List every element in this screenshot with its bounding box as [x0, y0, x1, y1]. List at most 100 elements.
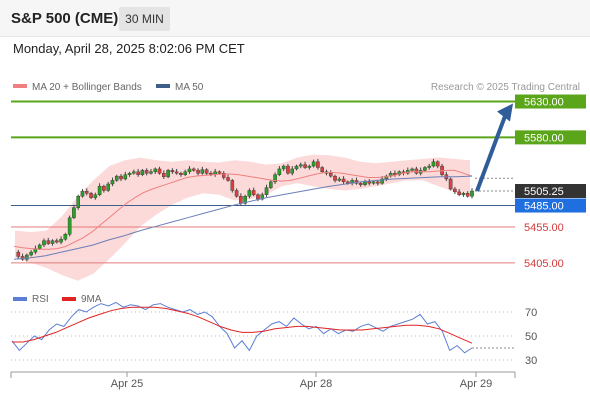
header-bar: S&P 500 (CME) 30 MIN [0, 0, 590, 37]
candle-body [465, 193, 470, 197]
candle-body [294, 165, 299, 170]
level-label-5630.00: 5630.00 [524, 97, 564, 109]
candle-body [453, 188, 457, 193]
candle-body [110, 180, 115, 185]
level-tag-5580.00 [515, 130, 586, 145]
candle-body [269, 181, 273, 188]
candle-body [410, 168, 414, 171]
candle-body [72, 207, 76, 218]
candle-body [239, 195, 243, 204]
candle-body [46, 240, 51, 244]
rsi-line [11, 301, 473, 354]
candle-body [286, 165, 290, 174]
candle-body [423, 167, 427, 171]
candle-body [97, 185, 102, 195]
level-label-5505.25: 5505.25 [524, 186, 564, 198]
level-tag-5485.00 [515, 198, 586, 213]
candle-body [333, 175, 337, 181]
candle-body [93, 194, 98, 198]
candle-body [281, 165, 286, 170]
x-tick-label-0: Apr 25 [111, 378, 143, 390]
candle-body [127, 173, 132, 175]
legend-ma20-label: MA 20 + Bollinger Bands [32, 82, 142, 93]
candle-body [55, 240, 59, 243]
candle-body [140, 170, 145, 175]
candle-body [380, 178, 384, 184]
candle-body [457, 191, 461, 195]
candle-body [102, 185, 106, 191]
candle-body [50, 240, 55, 244]
candle-body [179, 173, 183, 175]
legend-9ma-label: 9MA [81, 294, 102, 305]
rsi-tick-70: 70 [525, 307, 537, 319]
candle-body [311, 161, 316, 167]
legend-9ma-swatch [62, 297, 76, 301]
candle-body [25, 254, 29, 260]
candle-body [341, 178, 346, 183]
candle-body [29, 251, 33, 256]
candle-body [328, 173, 333, 177]
candle-body [243, 195, 247, 204]
candle-body [59, 239, 63, 243]
legend-ma50-swatch [156, 84, 170, 88]
level-tag-5630.00 [515, 94, 586, 109]
level-label-5485.00: 5485.00 [524, 201, 564, 213]
candle-body [316, 161, 320, 168]
ma20-line [13, 169, 473, 250]
candle-body [221, 173, 226, 178]
candle-body [448, 178, 453, 190]
candle-body [200, 169, 205, 174]
candle-body [264, 187, 269, 195]
candle-body [393, 173, 397, 175]
candle-body [16, 251, 21, 257]
rsi-tick-50: 50 [525, 331, 537, 343]
candle-body [204, 169, 209, 174]
candle-body [290, 168, 295, 174]
candle-body [461, 193, 466, 195]
candle-body [367, 181, 372, 184]
candle-body [37, 244, 42, 249]
candle-body [320, 167, 324, 173]
candle-body [170, 170, 175, 173]
instrument-title: S&P 500 (CME) [11, 10, 119, 27]
candle-body [247, 190, 252, 197]
candle-body [144, 170, 149, 174]
candle-body [298, 164, 303, 167]
candle-body [363, 181, 367, 185]
candle-body [230, 180, 235, 191]
candle-body [84, 190, 89, 194]
legend-rsi-label: RSI [32, 294, 49, 305]
candle-body [307, 165, 312, 168]
legend-rsi-swatch [13, 297, 27, 301]
candle-body [217, 171, 222, 174]
candle-body [435, 161, 440, 167]
candle-body [63, 234, 68, 240]
legend-ma20-swatch [13, 84, 27, 88]
candle-body [42, 240, 46, 246]
candle-body [273, 174, 277, 183]
candle-body [20, 256, 25, 260]
candle-body [187, 168, 192, 173]
candle-body [89, 193, 93, 198]
candles-group [16, 158, 474, 262]
candle-body [162, 173, 166, 178]
candle-body [470, 190, 474, 197]
candle-body [277, 168, 282, 175]
level-label-5580.00: 5580.00 [524, 132, 564, 144]
candle-body [153, 168, 158, 173]
candle-body [337, 178, 342, 181]
candle-body [119, 175, 123, 180]
candle-body [384, 175, 389, 180]
level-tag-5505.25 [515, 183, 586, 198]
candle-body [371, 181, 376, 184]
interval-button[interactable]: 30 MIN [119, 7, 170, 31]
ma50-line [13, 175, 473, 260]
candle-body [157, 168, 162, 174]
candle-body [174, 171, 179, 174]
level-label-5405.00: 5405.00 [524, 258, 564, 270]
x-tick-label-2: Apr 29 [460, 378, 492, 390]
candle-body [234, 190, 239, 197]
bollinger-band [15, 154, 470, 281]
candle-body [303, 164, 307, 168]
